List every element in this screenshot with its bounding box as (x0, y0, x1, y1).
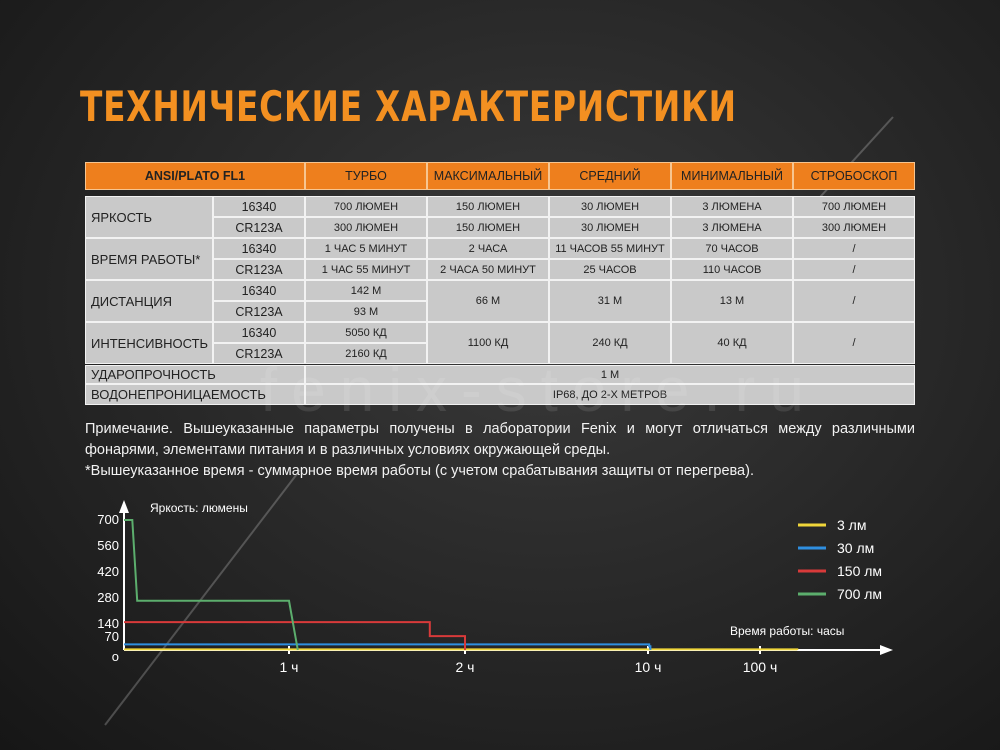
page-title: ТЕХНИЧЕСКИЕ ХАРАКТЕРИСТИКИ (80, 82, 737, 131)
legend-label: 30 лм (837, 540, 874, 556)
header-col-turbo: ТУРБО (305, 162, 427, 190)
battery-cr123a: CR123A (213, 259, 305, 280)
y-tick-label: 70 (105, 629, 119, 644)
y-axis-label: Яркость: люмены (150, 501, 248, 515)
value-cell: 40 КД (671, 322, 793, 364)
value-cell: 150 ЛЮМЕН (427, 217, 549, 238)
value-cell: 3 ЛЮМЕНА (671, 196, 793, 217)
value-cell: 70 ЧАСОВ (671, 238, 793, 259)
note-line-2: *Вышеуказанное время - суммарное время р… (85, 463, 754, 479)
note-line-1: Примечание. Вышеуказанные параметры полу… (85, 421, 915, 458)
value-cell: 110 ЧАСОВ (671, 259, 793, 280)
value-cell: / (793, 280, 915, 322)
y-tick-label: 140 (97, 616, 119, 631)
value-cell: 13 М (671, 280, 793, 322)
header-col-max: МАКСИМАЛЬНЫЙ (427, 162, 549, 190)
value-cell: 2 ЧАСА 50 МИНУТ (427, 259, 549, 280)
value-cell: 30 ЛЮМЕН (549, 196, 671, 217)
header-col-mid: СРЕДНИЙ (549, 162, 671, 190)
row-label-runtime: ВРЕМЯ РАБОТЫ* (85, 238, 213, 280)
y-tick-label: 700 (97, 512, 119, 527)
series-line (124, 621, 466, 650)
value-cell: 25 ЧАСОВ (549, 259, 671, 280)
specs-table: ANSI/PLATO FL1 ТУРБО МАКСИМАЛЬНЫЙ СРЕДНИ… (85, 162, 915, 405)
value-cell: 1100 КД (427, 322, 549, 364)
value-cell: / (793, 322, 915, 364)
row-label-impact: УДАРОПРОЧНОСТЬ (85, 365, 305, 384)
row-label-brightness: ЯРКОСТЬ (85, 196, 213, 238)
value-cell: 3 ЛЮМЕНА (671, 217, 793, 238)
y-tick-label: 560 (97, 538, 119, 553)
value-cell: 150 ЛЮМЕН (427, 196, 549, 217)
value-cell: / (793, 238, 915, 259)
battery-16340: 16340 (213, 196, 305, 217)
row-label-waterproof: ВОДОНЕПРОНИЦАЕМОСТЬ (85, 384, 305, 405)
header-col-0: ANSI/PLATO FL1 (85, 162, 305, 190)
x-axis-arrow (880, 645, 893, 655)
header-col-strobe: СТРОБОСКОП (793, 162, 915, 190)
value-cell: 1 ЧАС 5 МИНУТ (305, 238, 427, 259)
value-cell: 1 М (305, 365, 915, 384)
series-line (124, 648, 799, 651)
value-cell: 2 ЧАСА (427, 238, 549, 259)
legend-label: 150 лм (837, 563, 882, 579)
battery-16340: 16340 (213, 322, 305, 343)
value-cell: 31 М (549, 280, 671, 322)
x-tick-label: 100 ч (743, 659, 778, 675)
x-tick-label: 2 ч (456, 659, 475, 675)
value-cell: 1 ЧАС 55 МИНУТ (305, 259, 427, 280)
x-tick-label: 1 ч (280, 659, 299, 675)
value-cell: / (793, 259, 915, 280)
value-cell: 66 М (427, 280, 549, 322)
y-tick-label: 420 (97, 564, 119, 579)
battery-cr123a: CR123A (213, 217, 305, 238)
row-label-intensity: ИНТЕНСИВНОСТЬ (85, 322, 213, 364)
row-label-distance: ДИСТАНЦИЯ (85, 280, 213, 322)
header-col-min: МИНИМАЛЬНЫЙ (671, 162, 793, 190)
value-cell: 240 КД (549, 322, 671, 364)
x-axis-label: Время работы: часы (730, 624, 844, 638)
battery-16340: 16340 (213, 238, 305, 259)
value-cell: 142 М (305, 280, 427, 301)
legend-label: 3 лм (837, 517, 866, 533)
value-cell: IP68, ДО 2-Х МЕТРОВ (305, 384, 915, 405)
battery-cr123a: CR123A (213, 343, 305, 364)
y-axis-arrow (119, 500, 129, 513)
y-tick-label: 280 (97, 590, 119, 605)
value-cell: 700 ЛЮМЕН (305, 196, 427, 217)
series-line (124, 643, 652, 650)
value-cell: 93 М (305, 301, 427, 322)
value-cell: 2160 КД (305, 343, 427, 364)
value-cell: 700 ЛЮМЕН (793, 196, 915, 217)
x-tick-label: 10 ч (635, 659, 662, 675)
legend-label: 700 лм (837, 586, 882, 602)
y-tick-label: o (112, 649, 119, 664)
value-cell: 300 ЛЮМЕН (305, 217, 427, 238)
value-cell: 30 ЛЮМЕН (549, 217, 671, 238)
series-line (124, 519, 299, 651)
notes: Примечание. Вышеуказанные параметры полу… (85, 419, 915, 482)
battery-cr123a: CR123A (213, 301, 305, 322)
battery-16340: 16340 (213, 280, 305, 301)
value-cell: 11 ЧАСОВ 55 МИНУТ (549, 238, 671, 259)
value-cell: 300 ЛЮМЕН (793, 217, 915, 238)
value-cell: 5050 КД (305, 322, 427, 343)
